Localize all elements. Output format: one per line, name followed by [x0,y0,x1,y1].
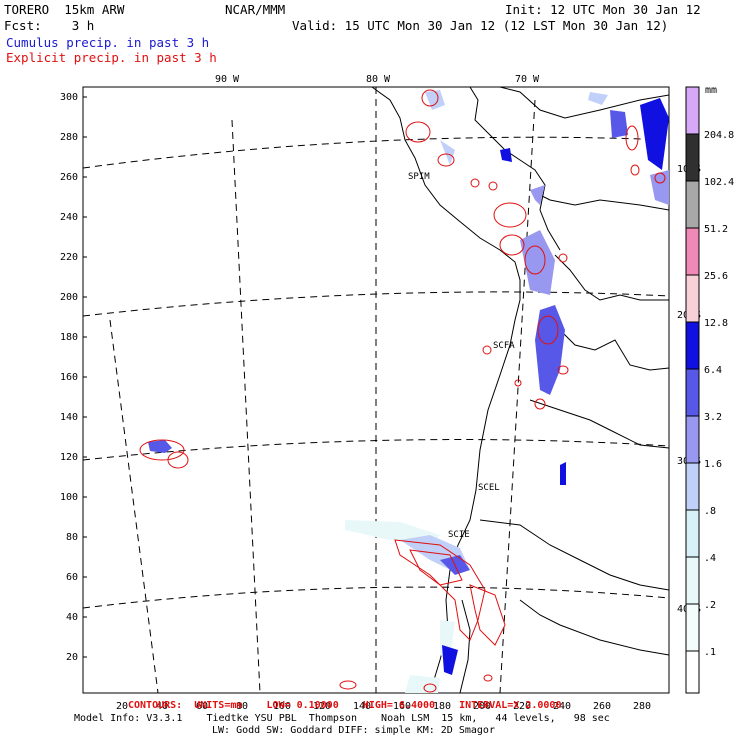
colorbar-swatch [685,603,700,652]
colorbar-swatch [685,180,700,229]
x-tick: 180 [433,701,451,712]
colorbar-labels: mm 204.8 102.4 51.2 25.6 12.8 6.4 3.2 1.… [704,85,734,658]
y-tick: 140 [60,412,78,423]
colorbar-label: .4 [704,553,716,564]
y-tick: 200 [60,292,78,303]
x-axis: 20 40 60 80 100 120 140 160 180 200 220 … [116,701,651,712]
station-label: SPIM [408,172,430,182]
colorbar-label: 3.2 [704,412,722,423]
colorbar-swatch [685,368,700,417]
colorbar-label: 12.8 [704,318,728,329]
station-label: SCIE [448,530,470,540]
x-tick: 220 [513,701,531,712]
colorbar-label: .8 [704,506,716,517]
colorbar-label: 102.4 [704,177,734,188]
colorbar-swatch [685,509,700,558]
colorbar-label: .1 [704,647,716,658]
x-tick: 80 [236,701,248,712]
colorbar-label: 1.6 [704,459,722,470]
y-tick: 40 [66,612,78,623]
colorbar-swatch [685,650,700,694]
colorbar [685,86,700,694]
explicit-field-label: Explicit precip. in past 3 h [6,50,217,65]
colorbar-swatch [685,556,700,605]
y-axis: 300 280 260 240 220 200 180 160 140 120 … [60,92,78,663]
colorbar-swatch [685,227,700,276]
colorbar-label: .2 [704,600,716,611]
graticule [82,87,670,694]
colorbar-label: 25.6 [704,271,728,282]
organization-label: NCAR/MMM [225,2,286,17]
lon-label-90w: 90 W [215,74,240,85]
y-tick: 100 [60,492,78,503]
model-info: Model Info: V3.3.1 Tiedtke YSU PBL Thomp… [74,713,610,724]
station-label: SCFA [493,341,515,351]
colorbar-swatch [685,86,700,135]
y-tick: 60 [66,572,78,583]
y-tick: 160 [60,372,78,383]
valid-time: Valid: 15 UTC Mon 30 Jan 12 (12 LST Mon … [292,18,669,33]
y-tick: 80 [66,532,78,543]
x-tick: 260 [593,701,611,712]
y-tick: 280 [60,132,78,143]
x-tick: 120 [313,701,331,712]
init-time: Init: 12 UTC Mon 30 Jan 12 [505,2,701,17]
x-tick: 240 [553,701,571,712]
x-tick: 40 [156,701,168,712]
colorbar-swatch [685,415,700,464]
colorbar-swatch [685,462,700,511]
lon-label-80w: 80 W [366,74,391,85]
y-tick: 180 [60,332,78,343]
y-tick: 300 [60,92,78,103]
physics-info: LW: Godd SW: Goddard DIFF: simple KM: 2D… [212,725,495,736]
x-tick: 100 [273,701,291,712]
y-tick: 120 [60,452,78,463]
forecast-hour: Fcst: 3 h [4,18,95,33]
colorbar-unit: mm [705,85,717,96]
lon-label-70w: 70 W [515,74,540,85]
x-tick: 20 [116,701,128,712]
colorbar-label: 51.2 [704,224,728,235]
x-tick: 200 [473,701,491,712]
y-tick: 220 [60,252,78,263]
colorbar-swatch [685,321,700,370]
colorbar-swatch [685,274,700,323]
model-title: TORERO 15km ARW [4,2,125,17]
y-tick: 260 [60,172,78,183]
y-tick: 20 [66,652,78,663]
x-tick: 140 [353,701,371,712]
contour-info: CONTOURS: UNITS=mm LOW= 0.10000 HIGH= 6.… [128,700,562,711]
explicit-precip-contours [139,89,666,693]
x-tick: 160 [393,701,411,712]
x-tick: 280 [633,701,651,712]
station-labels: SPIM SCFA SCEL SCIE [408,172,515,540]
colorbar-swatch [685,133,700,182]
colorbar-label: 204.8 [704,130,734,141]
x-tick: 60 [196,701,208,712]
y-tick: 240 [60,212,78,223]
colorbar-label: 6.4 [704,365,722,376]
cumulus-field-label: Cumulus precip. in past 3 h [6,35,210,50]
station-label: SCEL [478,483,500,493]
